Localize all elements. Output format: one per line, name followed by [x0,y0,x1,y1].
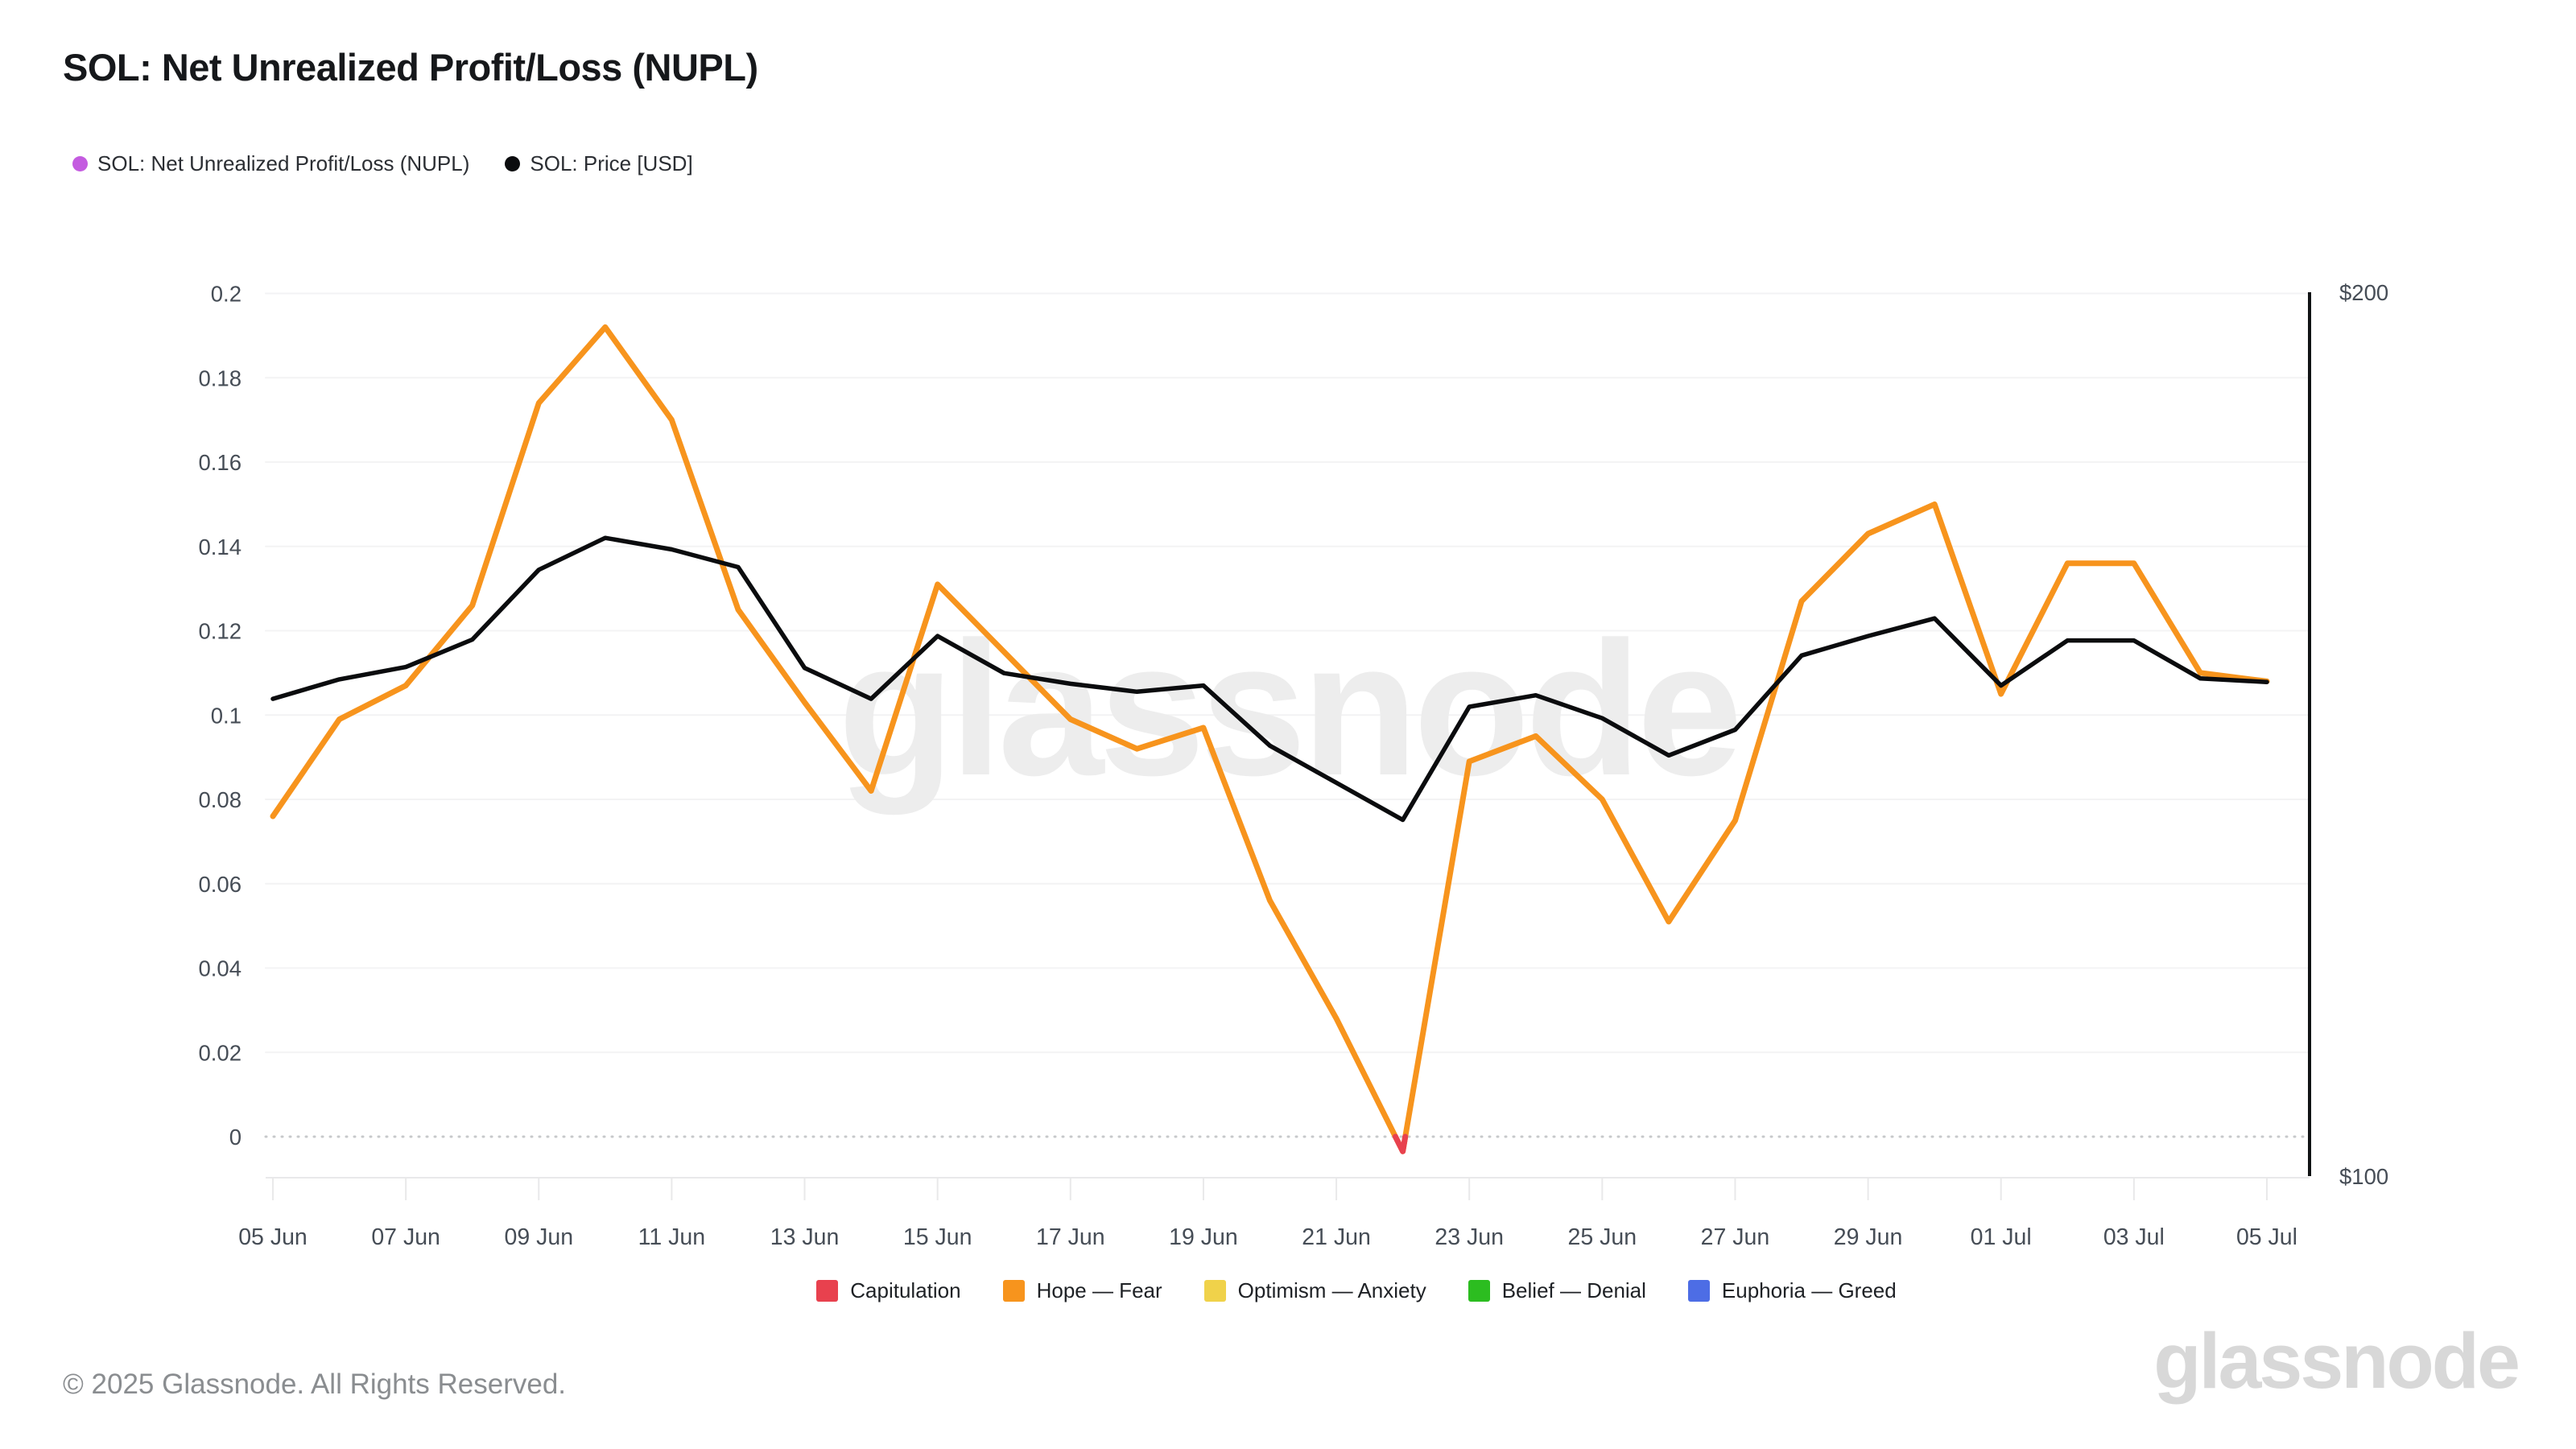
series-legend-label: SOL: Price [USD] [530,151,693,175]
zone-legend-label: Capitulation [850,1278,961,1302]
y-axis-tick-label: 0.06 [198,872,242,897]
price-axis-tick-label: $100 [2339,1164,2388,1189]
y-axis-tick-label: 0.04 [198,956,242,981]
zone-color-swatch-icon [1468,1280,1490,1302]
series-legend-dot-icon [505,156,521,171]
x-axis-tick-label: 25 Jun [1568,1224,1637,1250]
zones-legend: Capitulation Hope — Fear Optimism — Anxiet… [68,1278,2576,1303]
zone-legend-label: Euphoria — Greed [1721,1278,1897,1302]
x-axis-tick-label: 07 Jun [371,1224,440,1250]
zones-legend-item-3[interactable]: Belief — Denial [1468,1278,1646,1303]
series-legend-label: SOL: Net Unrealized Profit/Loss (NUPL) [97,151,470,175]
x-axis-tick-label: 21 Jun [1302,1224,1371,1250]
zones-legend-item-1[interactable]: Hope — Fear [1002,1278,1162,1303]
x-axis-tick-label: 17 Jun [1036,1224,1105,1250]
x-axis-tick-label: 29 Jun [1834,1224,1903,1250]
x-axis-tick-label: 09 Jun [504,1224,573,1250]
y-axis-tick-label: 0.02 [198,1040,242,1065]
x-axis-tick-label: 01 Jul [1971,1224,2032,1250]
zone-legend-label: Optimism — Anxiety [1237,1278,1426,1302]
x-axis-tick-label: 13 Jun [770,1224,840,1250]
x-axis-tick-label: 11 Jun [638,1224,705,1250]
y-axis-tick-label: 0.08 [198,787,242,812]
x-axis-tick-label: 15 Jun [903,1224,972,1250]
price-axis-tick-label: $200 [2339,280,2388,305]
copyright-text: © 2025 Glassnode. All Rights Reserved. [63,1368,567,1400]
nupl-line[interactable] [270,324,2270,1154]
zone-legend-label: Belief — Denial [1501,1278,1646,1302]
y-axis-tick-label: 0.16 [198,450,242,475]
y-axis-tick-label: 0.14 [198,535,242,559]
page-title: SOL: Net Unrealized Profit/Loss (NUPL) [63,46,758,89]
x-axis-tick-label: 03 Jul [2103,1224,2165,1250]
y-axis-tick-label: 0 [229,1125,242,1150]
price-line[interactable] [270,535,2269,823]
y-axis-tick-label: 0.2 [211,282,242,307]
series-legend-item-0[interactable]: SOL: Net Unrealized Profit/Loss (NUPL) [72,151,469,176]
glassnode-logo-watermark: glassnode [2153,1317,2520,1405]
zone-color-swatch-icon [1687,1280,1710,1302]
zone-color-swatch-icon [1203,1280,1226,1302]
zones-legend-item-2[interactable]: Optimism — Anxiety [1203,1278,1426,1303]
glassnode-center-watermark: glassnode [838,602,1738,815]
series-legend-item-1[interactable]: SOL: Price [USD] [505,151,693,176]
zones-legend-item-0[interactable]: Capitulation [816,1278,961,1303]
zone-color-swatch-icon [1002,1280,1025,1302]
x-axis-tick-label: 23 Jun [1435,1224,1504,1250]
y-axis-tick-label: 0.12 [198,619,242,644]
y-axis-tick-label: 0.18 [198,365,242,390]
zones-legend-item-4[interactable]: Euphoria — Greed [1687,1278,1897,1303]
zone-legend-label: Hope — Fear [1036,1278,1162,1302]
series-legend-dot-icon [72,156,88,171]
x-axis-tick-label: 27 Jun [1701,1224,1770,1250]
y-axis-tick-label: 0.1 [211,703,242,728]
series-legend: SOL: Net Unrealized Profit/Loss (NUPL) SO… [72,151,693,176]
x-axis-tick-label: 05 Jul [2236,1224,2297,1250]
x-axis-tick-label: 19 Jun [1169,1224,1238,1250]
x-axis-tick-label: 05 Jun [238,1224,308,1250]
nupl-capitulation-segment[interactable] [1392,1133,1409,1154]
zone-color-swatch-icon [816,1280,839,1302]
